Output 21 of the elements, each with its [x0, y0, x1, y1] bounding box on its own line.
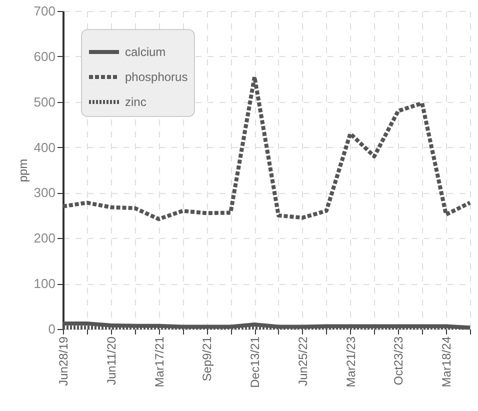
x-tick-label: Mar21/23: [344, 336, 358, 388]
x-tick-label: Jun28/19: [56, 336, 70, 386]
y-tick-label: 200: [34, 230, 56, 246]
x-tick-label: Mar17/21: [152, 336, 166, 388]
legend-label: phosphorus: [125, 70, 188, 84]
y-tick-label: 400: [34, 140, 56, 155]
x-tick-label: Jun25/22: [296, 336, 310, 386]
legend-label: calcium: [125, 45, 166, 59]
y-tick-label: 500: [34, 94, 56, 110]
x-tick-label: Jun11/20: [104, 336, 118, 385]
x-tick-label: Dec13/21: [248, 336, 262, 388]
y-tick-label: 600: [34, 48, 56, 64]
y-tick-label: 100: [34, 276, 56, 292]
y-tick-label: 700: [34, 4, 56, 18]
y-tick-label: 0: [48, 322, 56, 336]
x-tick-label: Oct23/23: [392, 336, 406, 386]
x-tick-label: Sep9/21: [200, 336, 214, 382]
x-tick-label: Mar18/24: [440, 336, 454, 388]
y-axis-title: ppm: [16, 158, 30, 182]
legend-label: zinc: [125, 95, 146, 109]
y-tick-label: 300: [34, 185, 56, 200]
